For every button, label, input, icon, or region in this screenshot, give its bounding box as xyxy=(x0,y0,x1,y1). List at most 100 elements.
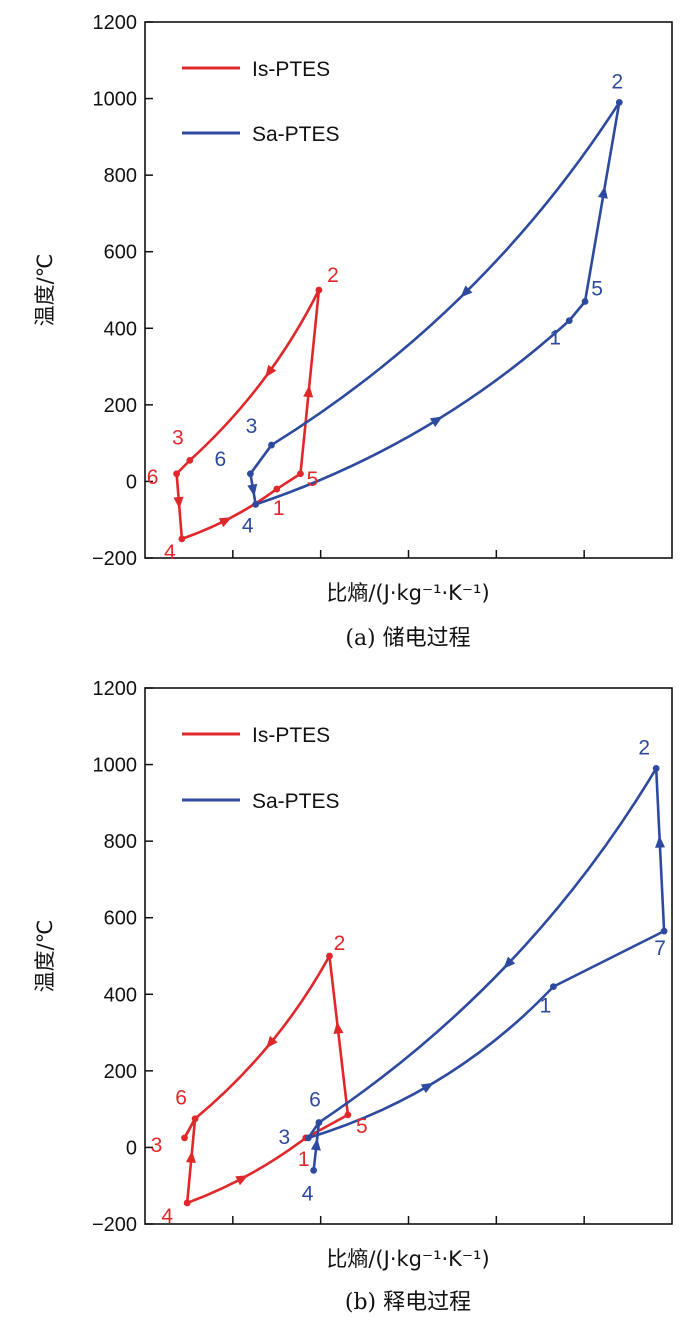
panel-b-legend-sa-label: Sa-PTES xyxy=(252,790,340,813)
panel-b-sa-ptes-point-label-3: 3 xyxy=(279,1126,291,1149)
panel-a-sa-ptes-line-4-1 xyxy=(255,319,571,506)
panel-a-is-ptes-point-5 xyxy=(297,470,304,478)
panel-a: −200 0 200 400 600 800 1000 1200 温度/℃ 比熵/(J·kg⁻… xyxy=(33,12,673,651)
panel-b-xlabel: 比熵/(J·kg⁻¹·K⁻¹) xyxy=(326,1247,489,1271)
panel-a-ytick-label: 600 xyxy=(104,242,137,264)
panel-a-legend-sa-label: Sa-PTES xyxy=(252,123,340,146)
panel-a-ylabel: 温度/℃ xyxy=(33,254,57,327)
panel-b-sa-ptes-arrow xyxy=(420,1082,434,1094)
panel-b-is-ptes-point-label-4: 4 xyxy=(161,1205,173,1228)
panel-a-is-ptes-point-2 xyxy=(315,286,323,294)
panel-a-xlabel: 比熵/(J·kg⁻¹·K⁻¹) xyxy=(326,581,489,605)
panel-a-sa-ptes-point-label-5: 5 xyxy=(591,277,603,300)
panel-a-sa-ptes-point-label-2: 2 xyxy=(611,70,623,93)
panel-a-caption: (a) 储电过程 xyxy=(345,626,470,651)
panel-b-sa-ptes-point-7 xyxy=(660,927,668,935)
panel-a-ytick-label: 0 xyxy=(126,471,137,493)
panel-a-sa-ptes-line-2-3 xyxy=(270,101,621,447)
panel-b-sa-ptes-point-4 xyxy=(310,1167,318,1174)
panel-a-is-ptes-line-2-3 xyxy=(188,289,321,462)
panel-a-sa-ptes-point-1 xyxy=(565,317,573,325)
panel-a-sa-ptes-line-1-5 xyxy=(568,300,587,322)
panel-a-is-ptes-arrow xyxy=(218,517,232,528)
panel-b-caption: (b) 释电过程 xyxy=(345,1290,471,1315)
panel-b-ytick-label: 400 xyxy=(104,984,137,1006)
panel-b-ytick-label: 200 xyxy=(104,1061,137,1083)
panel-b-is-ptes-line-5-2 xyxy=(328,955,350,1116)
panel-b-ytick-label: 1200 xyxy=(93,678,138,700)
panel-b-sa-ptes-point-6 xyxy=(315,1119,323,1126)
panel-a-ytick-label: 400 xyxy=(104,318,137,340)
panel-b-is-ptes-point-5 xyxy=(344,1111,352,1119)
panel-a-sa-ptes-line-5-2 xyxy=(583,102,621,302)
panel-b-is-ptes-point-label-5: 5 xyxy=(356,1115,368,1138)
panel-a-is-ptes-line-4-1 xyxy=(181,488,278,541)
panel-b-is-ptes-arrow xyxy=(333,1021,344,1035)
panel-a-sa-ptes-point-2 xyxy=(615,99,623,106)
panel-b-sa-ptes-point-label-7: 7 xyxy=(654,937,666,960)
panel-b-is-ptes-point-2 xyxy=(326,952,333,960)
panel-a-sa-ptes-line-3-6 xyxy=(249,444,273,475)
panel-a-is-ptes-arrow xyxy=(265,364,277,378)
panel-a-ytick-label: 800 xyxy=(104,165,137,187)
panel-a-sa-ptes-point-3 xyxy=(268,441,275,449)
panel-b-sa-ptes-arrow xyxy=(503,956,516,969)
panel-a-ytick-label: 1000 xyxy=(93,89,138,111)
panel-a-is-ptes-point-label-3: 3 xyxy=(172,426,184,449)
panel-b-is-ptes-point-4 xyxy=(183,1199,191,1207)
panel-b-is-ptes-point-label-6: 6 xyxy=(175,1087,187,1110)
panel-b-is-ptes-arrow xyxy=(266,1035,278,1049)
panel-b-is-ptes-point-label-3: 3 xyxy=(151,1134,163,1157)
panel-b-sa-ptes-line-7-2 xyxy=(654,768,666,932)
panel-a-is-ptes-point-label-5: 5 xyxy=(307,468,319,491)
panel-b-sa-ptes-point-label-2: 2 xyxy=(638,736,650,759)
panel-a-sa-ptes-point-5 xyxy=(581,298,589,305)
panel-b-is-ptes-point-6 xyxy=(191,1115,199,1123)
panel-b-sa-ptes-point-label-6: 6 xyxy=(309,1089,321,1112)
panel-a-sa-ptes-point-4 xyxy=(252,501,260,508)
panel-a-is-ptes-point-3 xyxy=(186,456,194,464)
panel-b-legend-is-label: Is-PTES xyxy=(252,724,330,747)
panel-a-sa-ptes-arrow xyxy=(597,186,608,199)
panel-b-sa-ptes-point-2 xyxy=(652,765,660,772)
panel-a-sa-ptes-point-label-4: 4 xyxy=(242,514,254,537)
panel-a-is-ptes-point-6 xyxy=(173,470,181,478)
panel-a-sa-ptes-point-label-3: 3 xyxy=(246,415,258,438)
panel-a-is-ptes-line-5-2 xyxy=(299,289,321,474)
panel-a-sa-ptes-point-label-6: 6 xyxy=(215,448,227,471)
panel-b-ytick-label: 0 xyxy=(126,1137,137,1159)
panel-a-ytick-label: 200 xyxy=(104,395,137,417)
panel-b-sa-ptes-point-label-1: 1 xyxy=(540,995,552,1018)
panel-b: −200 0 200 400 600 800 1000 1200 温度/℃ 比熵/(J·kg⁻… xyxy=(33,678,673,1315)
panel-b-ytick-label: −200 xyxy=(92,1214,137,1236)
panel-b-is-ptes-line-4-1 xyxy=(186,1136,307,1205)
panel-a-sa-ptes-arrow xyxy=(460,285,473,298)
panel-a-is-ptes-line-1-5 xyxy=(276,472,302,491)
panel-b-sa-ptes-point-label-4: 4 xyxy=(302,1182,314,1205)
panel-b-is-ptes-arrow xyxy=(235,1175,249,1186)
panel-a-sa-ptes-point-label-1: 1 xyxy=(549,327,561,350)
panel-b-sa-ptes-point-3 xyxy=(304,1134,312,1142)
panel-b-is-ptes-point-label-1: 1 xyxy=(298,1148,310,1171)
panel-b-sa-ptes-line-2-6 xyxy=(318,767,658,1124)
panel-b-is-ptes-point-3 xyxy=(181,1134,188,1142)
panel-b-ylabel: 温度/℃ xyxy=(33,920,57,993)
panel-a-is-ptes-arrow xyxy=(173,496,184,510)
panel-b-ytick-label: 1000 xyxy=(93,755,138,777)
panel-b-is-ptes-arrow xyxy=(185,1150,196,1164)
panel-a-is-ptes-point-label-4: 4 xyxy=(164,541,176,564)
panel-a-is-ptes-arrow xyxy=(303,385,314,398)
panel-a-legend-is-label: Is-PTES xyxy=(252,58,330,81)
panel-a-ytick-label: 1200 xyxy=(93,12,138,34)
panel-b-sa-ptes-line-1-7 xyxy=(552,929,665,988)
panel-b-sa-ptes-arrow xyxy=(655,835,666,848)
panel-a-is-ptes-point-1 xyxy=(273,485,281,493)
panel-b-sa-ptes-line-3-1 xyxy=(307,985,555,1140)
panel-a-is-ptes-point-4 xyxy=(178,535,186,543)
panel-b-plot-frame xyxy=(144,687,673,1225)
panel-a-is-ptes-point-label-6: 6 xyxy=(147,466,159,489)
panel-a-sa-ptes-arrow xyxy=(429,416,443,427)
panel-a-sa-ptes-arrow xyxy=(247,483,258,497)
panel-a-sa-ptes-point-6 xyxy=(247,470,254,478)
